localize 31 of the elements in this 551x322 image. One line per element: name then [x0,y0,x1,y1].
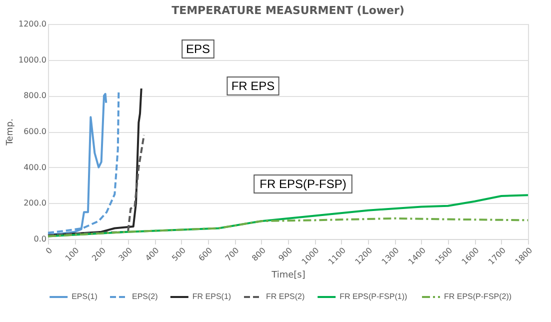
x-tick-label: 400 [144,246,161,263]
x-tick-label: 700 [224,246,241,263]
legend-label: FR EPS(1) [192,292,232,301]
legend-label: EPS(1) [72,292,98,301]
annotation: EPS [186,42,210,56]
x-tick-label: 600 [196,246,214,263]
x-tick-label: 100 [64,246,81,263]
y-axis-title: Temp. [6,118,16,146]
y-tick-label: 1200.0 [18,20,46,28]
legend-label: FR EPS(P-FSP(1)) [340,292,408,301]
y-tick-label: 600.0 [24,127,46,136]
y-tick-label: 1000.0 [18,55,46,64]
line-series [47,134,145,236]
y-tick-label: 0.0 [34,234,46,244]
x-axis-title: Time[s] [270,270,306,281]
annotation: FR EPS(P-FSP) [260,177,346,191]
legend-label: EPS(2) [132,292,158,301]
x-tick-label: 200 [90,246,108,263]
chart-title: TEMPERATURE MEASURMENT (Lower) [172,4,404,17]
line-series [47,217,529,238]
x-tick-label: 300 [116,246,134,263]
x-tick-label: 0 [44,246,54,256]
legend-label: FR EPS(P-FSP(2)) [444,292,512,301]
y-tick-label: 200.0 [24,198,46,208]
legend-label: FR EPS(2) [266,292,306,301]
y-tick-label: 800.0 [24,91,46,100]
x-tick-label: 500 [170,246,188,263]
x-tick-label: 900 [276,246,294,263]
y-tick-label: 400.0 [24,162,46,172]
annotation: FR EPS [231,79,275,93]
x-tick-label: 800 [250,246,268,263]
